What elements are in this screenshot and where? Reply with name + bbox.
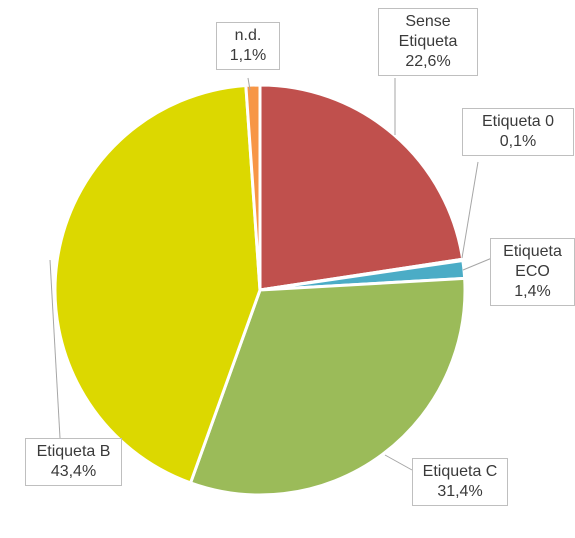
category-label: Etiqueta B <box>36 443 111 460</box>
data-label: Etiqueta B 43,4% <box>25 438 122 486</box>
leader-line <box>462 257 493 271</box>
leader-line <box>247 77 251 91</box>
pie-slice <box>244 83 262 291</box>
pie-slice <box>258 83 465 292</box>
pie-slice <box>53 83 262 485</box>
value-label: 22,6% <box>405 53 451 70</box>
category-label: n.d. <box>234 27 262 44</box>
data-label: Etiqueta C 31,4% <box>412 458 508 506</box>
leader-line <box>384 454 413 471</box>
value-label: 1,1% <box>229 47 267 64</box>
leader-line <box>461 161 479 259</box>
value-label: 43,4% <box>50 463 97 480</box>
category-label: Sense Etiqueta <box>398 13 458 50</box>
value-label: 31,4% <box>437 483 483 500</box>
pie-slice <box>188 276 467 497</box>
category-label: Etiqueta 0 <box>481 113 555 130</box>
value-label: 0,1% <box>499 133 537 150</box>
data-label: n.d. 1,1% <box>216 22 280 70</box>
data-label: Etiqueta 0 0,1% <box>462 108 574 156</box>
data-label: Sense Etiqueta 22,6% <box>378 8 478 76</box>
category-label: Etiqueta C <box>422 463 498 480</box>
data-label: Etiqueta ECO 1,4% <box>490 238 575 306</box>
category-label: Etiqueta ECO <box>503 243 562 280</box>
leader-line <box>49 259 61 439</box>
value-label: 1,4% <box>514 283 551 300</box>
